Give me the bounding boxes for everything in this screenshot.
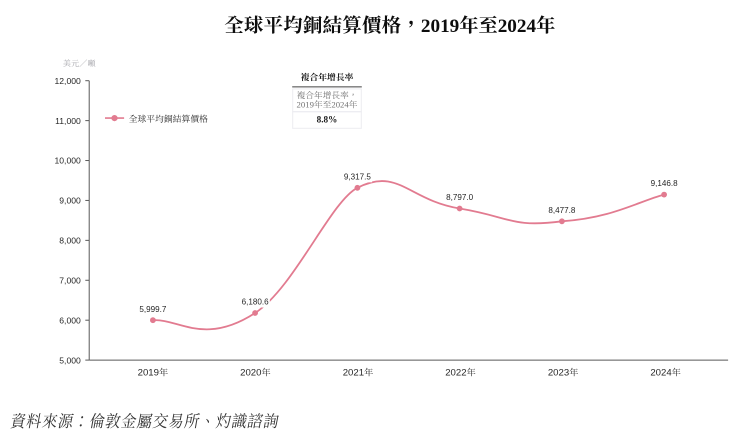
svg-text:7,000: 7,000 bbox=[59, 275, 81, 285]
svg-text:2020: 2020 bbox=[240, 368, 261, 379]
svg-text:9,146.8: 9,146.8 bbox=[651, 179, 679, 188]
svg-text:6,180.6: 6,180.6 bbox=[242, 298, 270, 307]
svg-text:10,000: 10,000 bbox=[55, 156, 82, 166]
svg-text:2019: 2019 bbox=[138, 368, 159, 379]
svg-text:8,797.0: 8,797.0 bbox=[446, 193, 474, 202]
svg-text:2019: 2019 bbox=[297, 100, 314, 110]
svg-text:12,000: 12,000 bbox=[55, 76, 82, 86]
svg-text:2019: 2019 bbox=[421, 16, 459, 37]
svg-text:2024: 2024 bbox=[650, 368, 672, 379]
svg-text:2024: 2024 bbox=[331, 100, 349, 110]
svg-text:2021: 2021 bbox=[343, 368, 364, 379]
svg-text:6,000: 6,000 bbox=[59, 315, 81, 325]
svg-text:2024: 2024 bbox=[498, 16, 537, 37]
svg-text:8.8%: 8.8% bbox=[317, 115, 338, 125]
svg-text:2023: 2023 bbox=[548, 368, 569, 379]
svg-text:11,000: 11,000 bbox=[55, 116, 81, 126]
svg-text:8,477.8: 8,477.8 bbox=[548, 206, 576, 215]
svg-text:8,000: 8,000 bbox=[59, 236, 81, 246]
svg-text:9,000: 9,000 bbox=[59, 196, 81, 206]
svg-text:5,999.7: 5,999.7 bbox=[139, 305, 167, 314]
svg-text:9,317.5: 9,317.5 bbox=[344, 172, 372, 181]
svg-text:2022: 2022 bbox=[445, 368, 466, 379]
svg-text:5,000: 5,000 bbox=[59, 355, 81, 365]
